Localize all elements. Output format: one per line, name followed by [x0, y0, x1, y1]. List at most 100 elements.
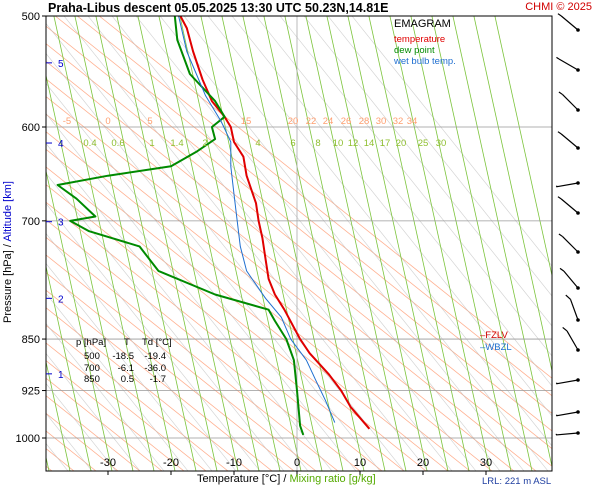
dry-adiabat-label: 24 [323, 116, 334, 127]
mixing-ratio-label: 8 [315, 138, 320, 149]
moist-adiabat-line [46, 383, 117, 471]
wind-barb-feather [557, 196, 562, 200]
dry-adiabat-label: 34 [407, 116, 418, 127]
moist-adiabat-line [46, 203, 261, 471]
wind-barb [556, 56, 580, 72]
dry-adiabat-line [99, 16, 552, 379]
background-grid [46, 16, 552, 471]
y-tick-label: 1000 [16, 433, 40, 445]
wind-barb-dot [576, 431, 580, 435]
wind-barb [558, 233, 580, 254]
mixing-ratio-line [179, 16, 281, 471]
mixing-ratio-label: 0.4 [83, 138, 96, 149]
mixing-ratio-line [95, 16, 197, 471]
wind-barb-dot [576, 410, 580, 414]
wind-barb-feather [556, 56, 560, 60]
wind-barb-staff [566, 330, 579, 351]
legend-item-wet-bulb: wet bulb temp. [394, 56, 456, 67]
dry-adiabat-label: 32 [393, 116, 404, 127]
mixing-ratio-line [46, 169, 113, 471]
wind-barb-feather [557, 131, 562, 135]
moist-adiabat-line [46, 23, 405, 471]
sounding-series [56, 16, 371, 436]
moist-adiabat-line [46, 233, 237, 471]
moist-adiabat-line [111, 16, 477, 471]
moist-adiabat-line [159, 16, 525, 471]
fzlv-label: FZLV [485, 330, 508, 341]
mixing-ratio-label: 0.6 [111, 138, 124, 149]
altitude-tick-label: 5 [58, 59, 64, 70]
moist-adiabat-line [207, 16, 552, 447]
legend: EMAGRAM temperature dew point wet bulb t… [394, 18, 476, 68]
dry-adiabat-line [46, 254, 317, 471]
wind-barb-staff [560, 133, 579, 149]
wind-barb-dot [576, 250, 580, 254]
wind-barb-feather [555, 414, 558, 417]
wind-barb-staff [562, 94, 579, 111]
y-axis-label: Pressure [hPa] / Altitude [km] [2, 132, 14, 372]
mixing-ratio-line [46, 264, 92, 471]
mixing-ratio-line [74, 16, 176, 471]
wind-barb-feather [562, 326, 568, 332]
info-table: p [hPa] T Td [°C] 500 -18.5 -19.4 700 -6… [76, 337, 196, 386]
mixing-ratio-line [242, 16, 344, 471]
mixing-ratio-line [116, 16, 218, 471]
moist-adiabat-line [46, 143, 309, 471]
wind-barb-feather [555, 382, 558, 385]
series-line-temperature [179, 16, 371, 430]
mixing-ratio-line [200, 16, 302, 471]
moist-adiabat-line [327, 16, 552, 297]
wind-barb-dot [576, 378, 580, 382]
y-tick-label: 600 [22, 122, 40, 134]
wind-barb [557, 131, 580, 150]
wind-barb-staff [560, 198, 579, 214]
moist-adiabat-line [46, 173, 285, 471]
mixing-ratio-line [158, 16, 260, 471]
y-axis-label-altitude: Altitude [km] [2, 181, 14, 242]
dry-adiabat-line [46, 201, 383, 471]
y-tick-label: 500 [22, 11, 40, 23]
fzlv-marker: –FZLV [480, 330, 508, 341]
dry-adiabat-line [46, 307, 251, 471]
info-table-row: 500 -18.5 -19.4 [84, 351, 166, 362]
dry-adiabat-line [46, 377, 163, 471]
mixing-ratio-line [326, 16, 428, 471]
dry-adiabat-line [46, 342, 207, 471]
moist-adiabat-line [46, 323, 165, 471]
copyright: CHMI © 2025 [525, 1, 592, 13]
wind-barb-feather [555, 185, 558, 188]
altitude-tick-label: 1 [58, 370, 64, 381]
wind-barb-staff [556, 379, 579, 385]
moist-adiabat-line [351, 16, 552, 267]
mixing-ratio-label: 4 [255, 138, 260, 149]
legend-title: EMAGRAM [394, 18, 451, 30]
plot-frame [45, 15, 553, 472]
wind-barb-dot [576, 318, 580, 322]
moist-adiabat-line [231, 16, 552, 417]
mixing-ratio-line [389, 16, 491, 471]
altitude-tick-label: 3 [58, 218, 64, 229]
dry-adiabat-label: -5 [63, 116, 71, 127]
wind-barb-feather [565, 294, 571, 300]
wind-barb-dot [576, 146, 580, 150]
legend-item-temperature: temperature [394, 34, 446, 45]
legend-item-dew-point: dew point [394, 45, 435, 56]
mixing-ratio-label: 30 [436, 138, 447, 149]
mixing-ratio-label: 17 [380, 138, 391, 149]
dry-adiabat-label: 5 [147, 116, 152, 127]
wind-barb [555, 410, 580, 417]
wind-barb [557, 196, 580, 215]
dry-adiabat-line [46, 43, 552, 450]
mixing-ratio-line [431, 16, 533, 471]
wind-barb [565, 294, 580, 322]
info-table-row: 850 0.5 -1.7 [84, 374, 166, 385]
wind-barb [557, 13, 580, 32]
y-tick-label: 850 [22, 334, 40, 346]
series-line-dew-point [56, 16, 305, 436]
mixing-ratio-label: 25 [418, 138, 429, 149]
wind-barb [555, 378, 580, 385]
dry-adiabat-line [46, 236, 339, 471]
wind-barb-staff [556, 411, 579, 417]
wbzl-marker: –WBZL [480, 342, 512, 353]
